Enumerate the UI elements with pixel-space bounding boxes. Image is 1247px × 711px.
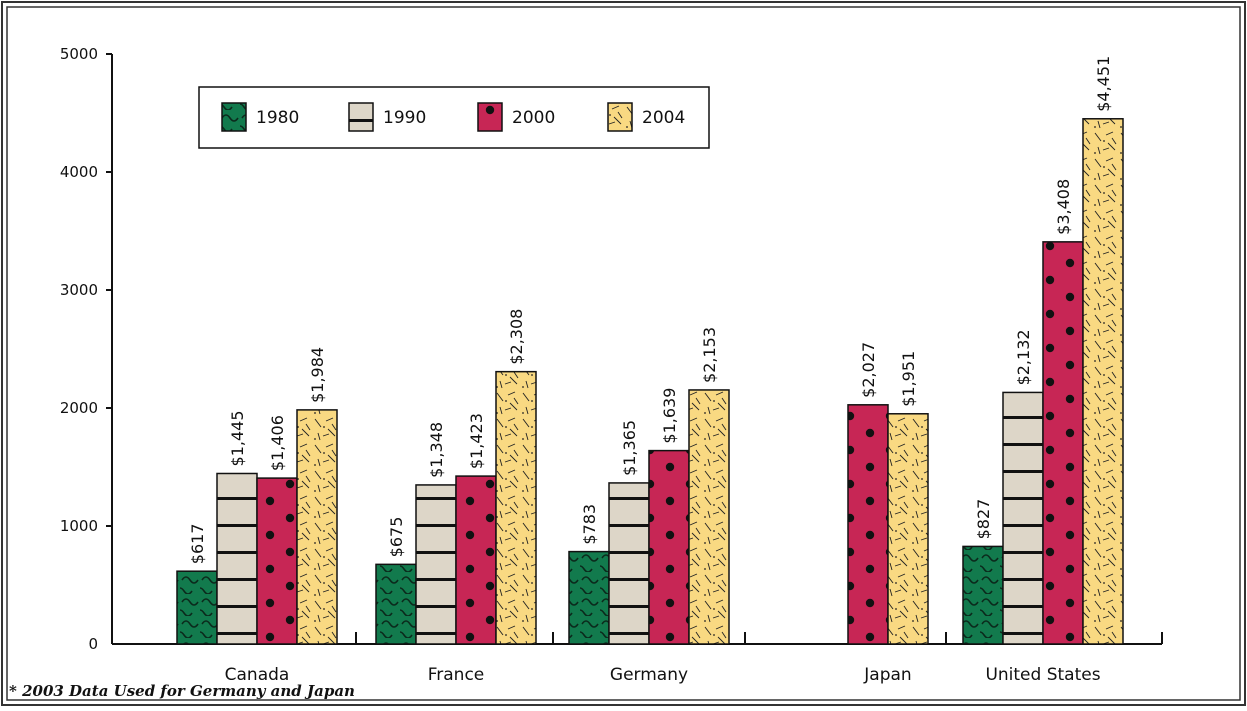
- data-label: $2,132: [1014, 329, 1033, 385]
- y-tick-label: 2000: [60, 399, 98, 417]
- data-label: $1,406: [268, 415, 287, 471]
- bar-1980: [962, 545, 1004, 645]
- footnote: * 2003 Data Used for Germany and Japan: [9, 682, 355, 700]
- data-label: $783: [580, 504, 599, 545]
- data-labels: $617 $1,445 $1,406 $1,984 Canada $675 $1,348 $1…: [188, 56, 1113, 685]
- data-label: $827: [974, 499, 993, 540]
- data-label: $4,451: [1094, 56, 1113, 112]
- inner-border: [6, 6, 1241, 701]
- bar-2000: [648, 449, 690, 645]
- bars: [176, 118, 1124, 645]
- data-label: $2,153: [700, 327, 719, 383]
- data-label: $2,027: [859, 342, 878, 398]
- x-tick-label: United States: [985, 665, 1100, 685]
- data-label: $617: [188, 523, 207, 564]
- legend-label: 2000: [512, 108, 555, 128]
- bar-2000: [455, 475, 497, 645]
- data-label: $1,984: [308, 347, 327, 403]
- bar-1990: [216, 472, 258, 645]
- bar-1980: [176, 570, 218, 645]
- bar-2000: [1042, 241, 1084, 645]
- data-label: $3,408: [1054, 179, 1073, 235]
- bar-2004: [688, 389, 730, 645]
- bar-2004: [1082, 118, 1124, 645]
- data-label: $1,445: [228, 411, 247, 467]
- bar-1990: [608, 482, 650, 645]
- data-label: $1,365: [620, 420, 639, 476]
- x-tick-label: Japan: [863, 665, 911, 685]
- bar-2004: [296, 409, 338, 645]
- data-label: $1,423: [467, 413, 486, 469]
- data-label: $675: [387, 517, 406, 558]
- bar-1980: [568, 550, 610, 645]
- data-label: $1,639: [660, 388, 679, 444]
- data-label: $1,951: [899, 351, 918, 407]
- legend-label: 1980: [256, 108, 299, 128]
- legend: 1980 1990 2000 2004: [198, 86, 710, 149]
- y-tick-label: 5000: [60, 45, 98, 63]
- bar-1980: [375, 563, 417, 645]
- y-tick-label: 0: [88, 635, 98, 653]
- x-tick-label: Germany: [610, 665, 688, 685]
- bar-2004: [495, 370, 537, 645]
- data-label: $2,308: [507, 309, 526, 365]
- legend-label: 1990: [383, 108, 426, 128]
- y-tick-label: 4000: [60, 163, 98, 181]
- legend-swatch-1980: [221, 102, 247, 132]
- bar-1990: [1002, 391, 1044, 645]
- bar-2000: [256, 477, 298, 645]
- y-tick-label: 3000: [60, 281, 98, 299]
- legend-swatch-2000: [477, 102, 503, 132]
- legend-label: 2004: [642, 108, 685, 128]
- bar-2004: [887, 413, 929, 645]
- legend-swatch-2004: [607, 102, 633, 132]
- x-tick-label: Canada: [225, 665, 290, 685]
- bar-2000: [847, 404, 889, 645]
- legend-swatch-1990: [348, 102, 374, 132]
- y-tick-label: 1000: [60, 517, 98, 535]
- bar-1990: [415, 484, 457, 645]
- data-label: $1,348: [427, 422, 446, 478]
- x-tick-label: France: [428, 665, 485, 685]
